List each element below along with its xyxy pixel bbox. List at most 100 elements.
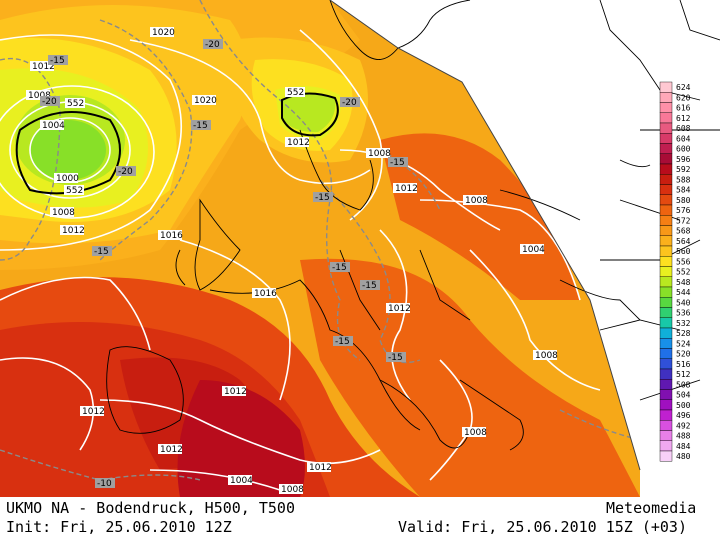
legend-value: 584 xyxy=(676,186,691,195)
legend-swatch xyxy=(659,204,673,216)
temperature-label: -15 xyxy=(92,246,112,257)
legend-swatch xyxy=(659,307,673,318)
legend-value: 484 xyxy=(676,442,691,451)
legend-swatch xyxy=(659,286,673,298)
legend-swatch xyxy=(659,358,673,370)
isobar-label: 1008 xyxy=(279,484,304,495)
legend-swatch xyxy=(659,256,673,267)
svg-text:1016: 1016 xyxy=(254,289,277,299)
svg-text:552: 552 xyxy=(67,99,84,109)
legend-value: 540 xyxy=(676,298,691,307)
temperature-label: -15 xyxy=(333,336,353,347)
isobar-label: 1008 xyxy=(366,148,391,159)
svg-text:1012: 1012 xyxy=(62,226,85,236)
legend-swatch xyxy=(659,450,673,462)
legend-swatch xyxy=(659,420,673,431)
temperature-label: -20 xyxy=(116,166,136,177)
isobar-label: 1008 xyxy=(50,207,75,218)
height-label: 552 xyxy=(285,87,305,98)
svg-text:-15: -15 xyxy=(315,193,330,203)
isobar-label: 1008 xyxy=(533,350,558,361)
legend-value: 616 xyxy=(676,104,691,113)
legend-value: 608 xyxy=(676,124,691,133)
color-legend: 6246206166126086046005965925885845805765… xyxy=(659,81,691,462)
isobar-label: 1012 xyxy=(60,225,85,236)
legend-swatch xyxy=(659,348,673,359)
legend-swatch xyxy=(659,297,673,308)
svg-text:-15: -15 xyxy=(94,247,109,257)
svg-text:552: 552 xyxy=(287,88,304,98)
height-labels: 552 552 552 xyxy=(64,87,305,196)
legend-value: 604 xyxy=(676,134,691,143)
legend-value: 552 xyxy=(676,268,691,277)
legend-value: 536 xyxy=(676,309,691,318)
legend-value: 516 xyxy=(676,360,691,369)
isobar-label: 1008 xyxy=(26,90,51,101)
legend-swatch xyxy=(659,163,673,175)
legend-swatch xyxy=(659,430,673,441)
legend-value: 480 xyxy=(676,452,691,461)
temperature-label: -20 xyxy=(203,39,223,50)
legend-value: 528 xyxy=(676,329,691,338)
svg-text:1004: 1004 xyxy=(522,245,545,255)
legend-value: 624 xyxy=(676,83,691,92)
svg-text:-15: -15 xyxy=(362,281,377,291)
legend-value: 544 xyxy=(676,288,691,297)
svg-text:1012: 1012 xyxy=(32,62,55,72)
svg-text:1008: 1008 xyxy=(368,149,391,159)
legend-swatch xyxy=(659,153,673,165)
isobar-label: 1004 xyxy=(520,244,545,255)
svg-text:1008: 1008 xyxy=(465,196,488,206)
legend-value: 600 xyxy=(676,145,691,154)
legend-swatch xyxy=(659,112,673,124)
isobar-label: 1000 xyxy=(54,173,79,184)
isobar-label: 1016 xyxy=(252,288,277,299)
h500-contours xyxy=(15,92,339,195)
isobar-label: 1012 xyxy=(285,137,310,148)
legend-value: 532 xyxy=(676,319,691,328)
svg-text:1012: 1012 xyxy=(82,407,105,417)
legend-value: 492 xyxy=(676,421,691,430)
svg-text:-10: -10 xyxy=(97,479,112,489)
legend-swatch xyxy=(659,102,673,113)
legend-swatch xyxy=(659,184,673,195)
legend-value: 620 xyxy=(676,93,691,102)
svg-text:1008: 1008 xyxy=(281,485,304,495)
isobar-label: 1012 xyxy=(80,406,105,417)
svg-text:-15: -15 xyxy=(50,56,65,66)
legend-value: 612 xyxy=(676,114,691,123)
svg-text:-15: -15 xyxy=(193,121,208,131)
legend-value: 588 xyxy=(676,175,691,184)
legend-value: 572 xyxy=(676,216,691,225)
legend-swatch xyxy=(659,338,673,349)
svg-text:1016: 1016 xyxy=(160,231,183,241)
isobar-labels: 1020 1020 1012 1008 1004 1000 1008 1012 … xyxy=(26,27,558,495)
legend-value: 564 xyxy=(676,237,691,246)
valid-time: Valid: Fri, 25.06.2010 15Z (+03) xyxy=(398,518,687,536)
temperature-label: -20 xyxy=(40,96,60,107)
isobar-label: 1020 xyxy=(150,27,175,38)
svg-text:1004: 1004 xyxy=(230,476,253,486)
legend-swatch xyxy=(659,225,673,236)
svg-text:1012: 1012 xyxy=(309,463,332,473)
svg-text:1000: 1000 xyxy=(56,174,79,184)
svg-text:1008: 1008 xyxy=(464,428,487,438)
legend-swatch xyxy=(659,81,673,93)
temperature-label: -15 xyxy=(191,120,211,131)
temperature-label: -15 xyxy=(330,262,350,273)
isobar-label: 1004 xyxy=(40,120,65,131)
isobar-label: 1012 xyxy=(222,386,247,397)
height-label: 552 xyxy=(64,185,84,196)
svg-text:1008: 1008 xyxy=(28,91,51,101)
svg-text:1008: 1008 xyxy=(52,208,75,218)
legend-swatch xyxy=(659,368,673,380)
legend-swatch xyxy=(659,409,673,421)
legend-value: 568 xyxy=(676,227,691,236)
isobar-label: 1020 xyxy=(192,95,217,106)
legend-swatch xyxy=(659,194,673,206)
isobar-label: 1008 xyxy=(463,195,488,206)
isobar-label: 1012 xyxy=(386,303,411,314)
svg-text:1012: 1012 xyxy=(160,445,183,455)
svg-text:-15: -15 xyxy=(388,353,403,363)
